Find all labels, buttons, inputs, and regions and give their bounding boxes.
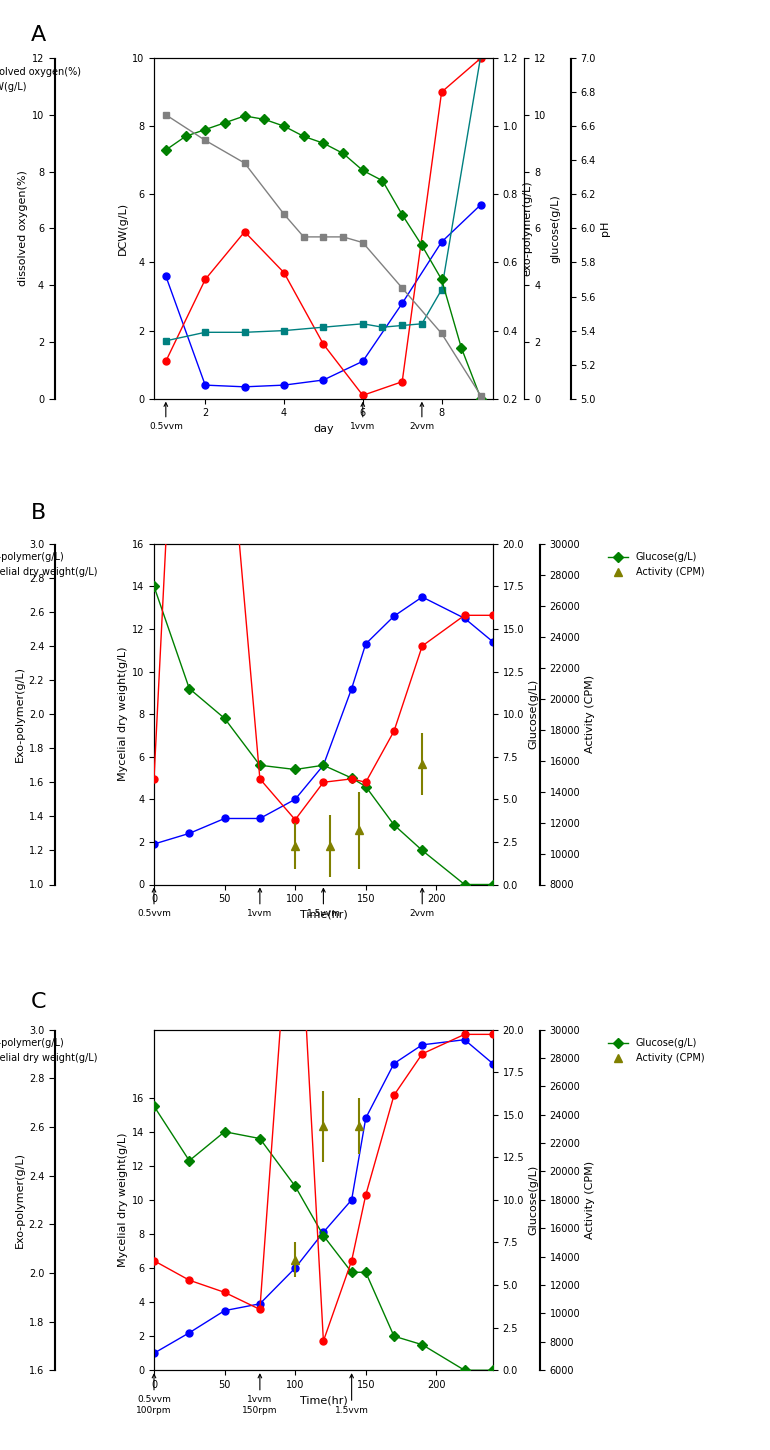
Y-axis label: Exo-polymer(g/L): Exo-polymer(g/L)	[15, 666, 25, 763]
Y-axis label: DCW(g/L): DCW(g/L)	[118, 202, 128, 255]
Y-axis label: Glucose(g/L): Glucose(g/L)	[528, 1164, 538, 1235]
Legend: Glucose(g/L), Activity (CPM): Glucose(g/L), Activity (CPM)	[604, 1034, 708, 1067]
Text: 1.5vvm: 1.5vvm	[335, 1375, 369, 1415]
Y-axis label: Exo-polymer(g/L): Exo-polymer(g/L)	[15, 1151, 25, 1248]
Legend: Exo-polymer(g/L), Mycelial dry weight(g/L): Exo-polymer(g/L), Mycelial dry weight(g/…	[0, 548, 102, 581]
Text: A: A	[31, 25, 46, 45]
Y-axis label: Activity (CPM): Activity (CPM)	[584, 676, 594, 753]
Text: 0.5vvm: 0.5vvm	[137, 889, 171, 918]
Legend: Glucose(g/L), Activity (CPM): Glucose(g/L), Activity (CPM)	[604, 548, 708, 581]
Text: 0.5vvm: 0.5vvm	[149, 403, 182, 432]
Text: 1vvm: 1vvm	[350, 403, 376, 432]
Text: 2vvm: 2vvm	[410, 889, 435, 918]
Y-axis label: dissolved oxygen(%): dissolved oxygen(%)	[18, 171, 28, 286]
X-axis label: Time(hr): Time(hr)	[300, 909, 347, 919]
Text: 1.5vvm: 1.5vvm	[306, 889, 340, 918]
X-axis label: Time(hr): Time(hr)	[300, 1395, 347, 1405]
Text: C: C	[31, 992, 46, 1012]
X-axis label: day: day	[313, 423, 333, 434]
Y-axis label: Mycelial dry weight(g/L): Mycelial dry weight(g/L)	[118, 647, 128, 782]
Legend: Exo-polymer(g/L), Mycelial dry weight(g/L): Exo-polymer(g/L), Mycelial dry weight(g/…	[0, 1034, 102, 1067]
Text: 1vvm
150rpm: 1vvm 150rpm	[242, 1375, 278, 1415]
Y-axis label: Activity (CPM): Activity (CPM)	[584, 1161, 594, 1238]
Text: 1vvm: 1vvm	[247, 889, 273, 918]
Legend: dissolved oxygen(%), DCW(g/L): dissolved oxygen(%), DCW(g/L)	[0, 62, 85, 96]
Text: 0.5vvm
100rpm: 0.5vvm 100rpm	[136, 1375, 172, 1415]
Y-axis label: Mycelial dry weight(g/L): Mycelial dry weight(g/L)	[118, 1132, 128, 1267]
Y-axis label: pH: pH	[600, 220, 610, 236]
Text: 2vvm: 2vvm	[410, 403, 434, 432]
Y-axis label: exo-polymer(g/L): exo-polymer(g/L)	[522, 181, 532, 276]
Y-axis label: Glucose(g/L): Glucose(g/L)	[528, 679, 538, 750]
Text: B: B	[31, 503, 46, 523]
Y-axis label: glucose(g/L): glucose(g/L)	[551, 194, 561, 262]
